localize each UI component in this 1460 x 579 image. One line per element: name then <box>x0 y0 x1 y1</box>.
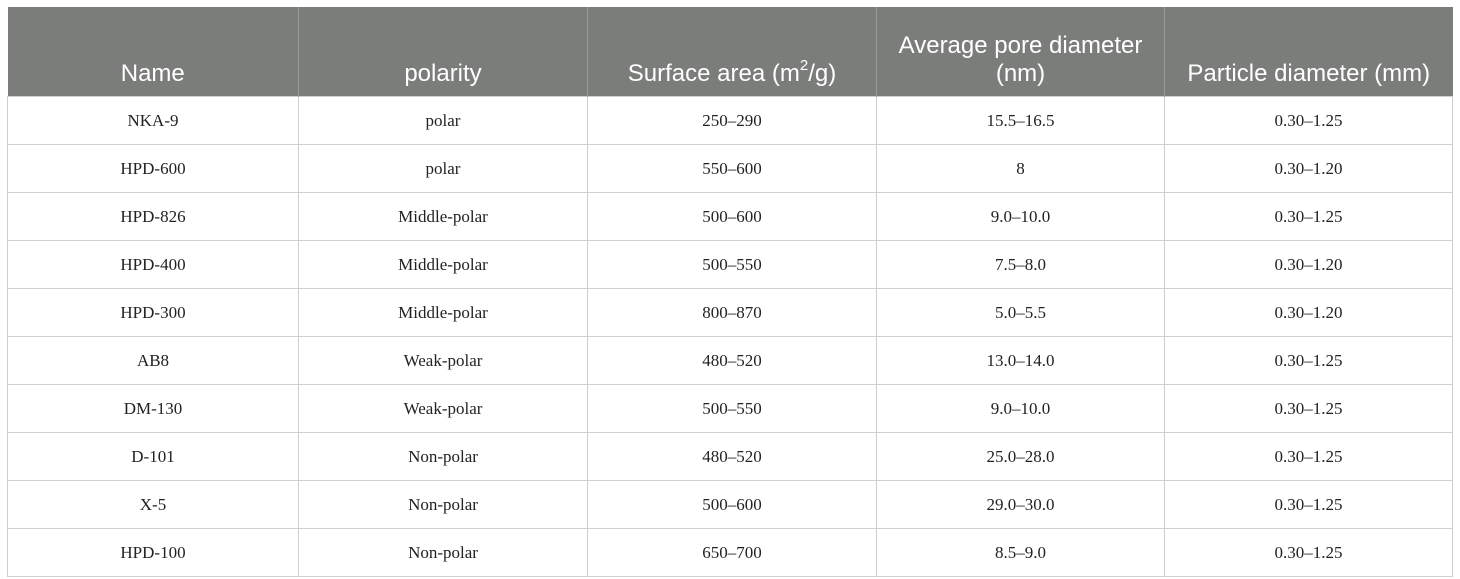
cell-polarity: Middle-polar <box>298 288 588 337</box>
cell-polarity: Weak-polar <box>298 384 588 433</box>
cell-pore-diameter: 9.0–10.0 <box>876 384 1165 433</box>
header-polarity: polarity <box>298 7 588 97</box>
cell-surface-area: 500–550 <box>587 240 877 289</box>
cell-particle-diameter: 0.30–1.20 <box>1164 240 1453 289</box>
cell-particle-diameter: 0.30–1.20 <box>1164 288 1453 337</box>
cell-surface-area: 480–520 <box>587 336 877 385</box>
cell-polarity: polar <box>298 144 588 193</box>
table-row: HPD-100 Non-polar 650–700 8.5–9.0 0.30–1… <box>7 528 1453 577</box>
cell-particle-diameter: 0.30–1.25 <box>1164 384 1453 433</box>
header-particle-diameter-label: Particle diameter (mm) <box>1187 60 1431 87</box>
cell-surface-area: 800–870 <box>587 288 877 337</box>
cell-name: HPD-300 <box>7 288 299 337</box>
header-name-label: Name <box>120 60 185 87</box>
table-row: AB8 Weak-polar 480–520 13.0–14.0 0.30–1.… <box>7 336 1453 385</box>
cell-particle-diameter: 0.30–1.20 <box>1164 144 1453 193</box>
table-row: NKA-9 polar 250–290 15.5–16.5 0.30–1.25 <box>7 96 1453 145</box>
header-surface-area: Surface area (m2/g) <box>587 7 877 97</box>
cell-pore-diameter: 29.0–30.0 <box>876 480 1165 529</box>
header-name: Name <box>7 7 299 97</box>
cell-polarity: polar <box>298 96 588 145</box>
cell-name: DM-130 <box>7 384 299 433</box>
cell-particle-diameter: 0.30–1.25 <box>1164 528 1453 577</box>
header-average-pore-diameter-label: Average pore diameter (nm) <box>898 32 1143 87</box>
cell-polarity: Non-polar <box>298 480 588 529</box>
header-surface-area-unit-tail: /g) <box>808 60 837 87</box>
cell-pore-diameter: 8 <box>876 144 1165 193</box>
table-row: HPD-826 Middle-polar 500–600 9.0–10.0 0.… <box>7 192 1453 241</box>
cell-name: AB8 <box>7 336 299 385</box>
header-polarity-label: polarity <box>404 60 482 87</box>
cell-pore-diameter: 5.0–5.5 <box>876 288 1165 337</box>
cell-polarity: Weak-polar <box>298 336 588 385</box>
cell-surface-area: 500–550 <box>587 384 877 433</box>
cell-name: HPD-826 <box>7 192 299 241</box>
cell-name: HPD-600 <box>7 144 299 193</box>
table-row: HPD-300 Middle-polar 800–870 5.0–5.5 0.3… <box>7 288 1453 337</box>
cell-polarity: Middle-polar <box>298 240 588 289</box>
resin-properties-table: Name polarity Surface area (m2/g) Averag… <box>7 7 1453 577</box>
cell-surface-area: 550–600 <box>587 144 877 193</box>
table-row: HPD-600 polar 550–600 8 0.30–1.20 <box>7 144 1453 193</box>
cell-name: HPD-400 <box>7 240 299 289</box>
cell-polarity: Non-polar <box>298 528 588 577</box>
table-row: D-101 Non-polar 480–520 25.0–28.0 0.30–1… <box>7 432 1453 481</box>
header-row: Name polarity Surface area (m2/g) Averag… <box>7 7 1453 97</box>
table-body: NKA-9 polar 250–290 15.5–16.5 0.30–1.25 … <box>7 96 1453 577</box>
cell-name: HPD-100 <box>7 528 299 577</box>
data-table-container: Name polarity Surface area (m2/g) Averag… <box>7 7 1453 577</box>
cell-particle-diameter: 0.30–1.25 <box>1164 432 1453 481</box>
table-row: X-5 Non-polar 500–600 29.0–30.0 0.30–1.2… <box>7 480 1453 529</box>
cell-pore-diameter: 25.0–28.0 <box>876 432 1165 481</box>
cell-name: D-101 <box>7 432 299 481</box>
cell-name: NKA-9 <box>7 96 299 145</box>
table-header: Name polarity Surface area (m2/g) Averag… <box>7 7 1453 97</box>
cell-pore-diameter: 8.5–9.0 <box>876 528 1165 577</box>
cell-surface-area: 650–700 <box>587 528 877 577</box>
header-surface-area-superscript: 2 <box>799 57 809 74</box>
cell-particle-diameter: 0.30–1.25 <box>1164 336 1453 385</box>
cell-particle-diameter: 0.30–1.25 <box>1164 96 1453 145</box>
table-row: HPD-400 Middle-polar 500–550 7.5–8.0 0.3… <box>7 240 1453 289</box>
cell-surface-area: 480–520 <box>587 432 877 481</box>
cell-pore-diameter: 15.5–16.5 <box>876 96 1165 145</box>
cell-polarity: Middle-polar <box>298 192 588 241</box>
cell-particle-diameter: 0.30–1.25 <box>1164 192 1453 241</box>
header-surface-area-label: Surface area (m <box>627 60 800 87</box>
table-row: DM-130 Weak-polar 500–550 9.0–10.0 0.30–… <box>7 384 1453 433</box>
cell-surface-area: 250–290 <box>587 96 877 145</box>
cell-particle-diameter: 0.30–1.25 <box>1164 480 1453 529</box>
header-particle-diameter: Particle diameter (mm) <box>1164 7 1453 97</box>
cell-name: X-5 <box>7 480 299 529</box>
cell-pore-diameter: 9.0–10.0 <box>876 192 1165 241</box>
header-average-pore-diameter: Average pore diameter (nm) <box>876 7 1165 97</box>
cell-polarity: Non-polar <box>298 432 588 481</box>
cell-surface-area: 500–600 <box>587 480 877 529</box>
cell-pore-diameter: 13.0–14.0 <box>876 336 1165 385</box>
cell-surface-area: 500–600 <box>587 192 877 241</box>
cell-pore-diameter: 7.5–8.0 <box>876 240 1165 289</box>
